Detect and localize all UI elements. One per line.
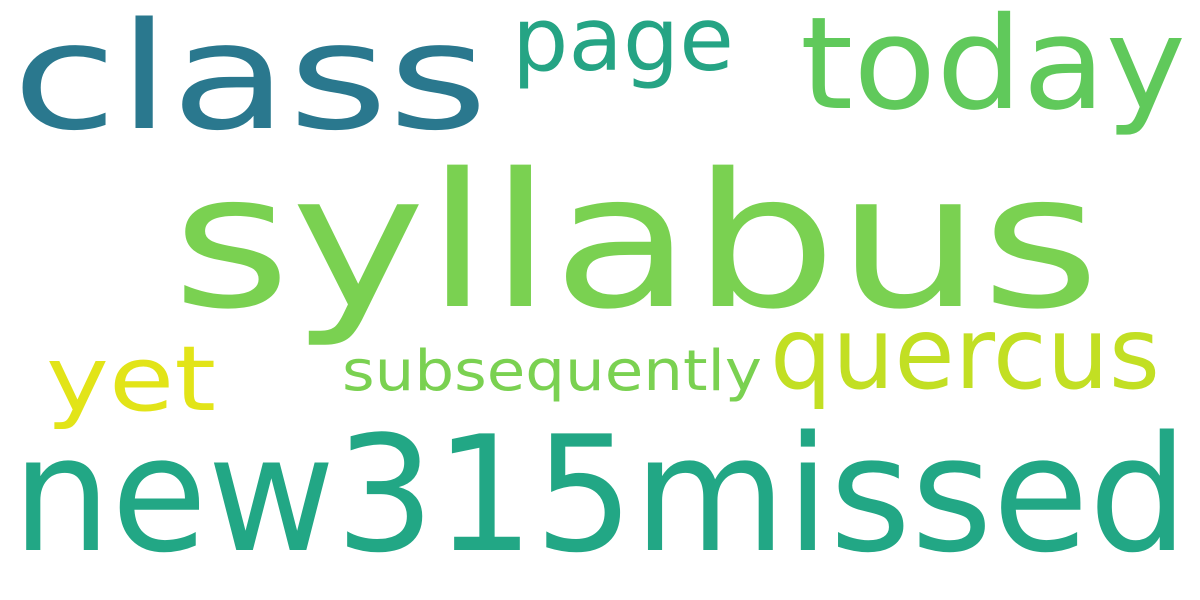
- word-quercus: quercus: [770, 295, 1160, 412]
- word-today: today: [800, 0, 1186, 139]
- word-class: class: [12, 0, 488, 163]
- word-yet: yet: [46, 327, 216, 432]
- word-page: page: [512, 0, 734, 91]
- word-new315missed: new315missed: [12, 401, 1188, 588]
- word-subsequently: subsequently: [342, 339, 762, 404]
- word-syllabus: syllabus: [172, 133, 1100, 350]
